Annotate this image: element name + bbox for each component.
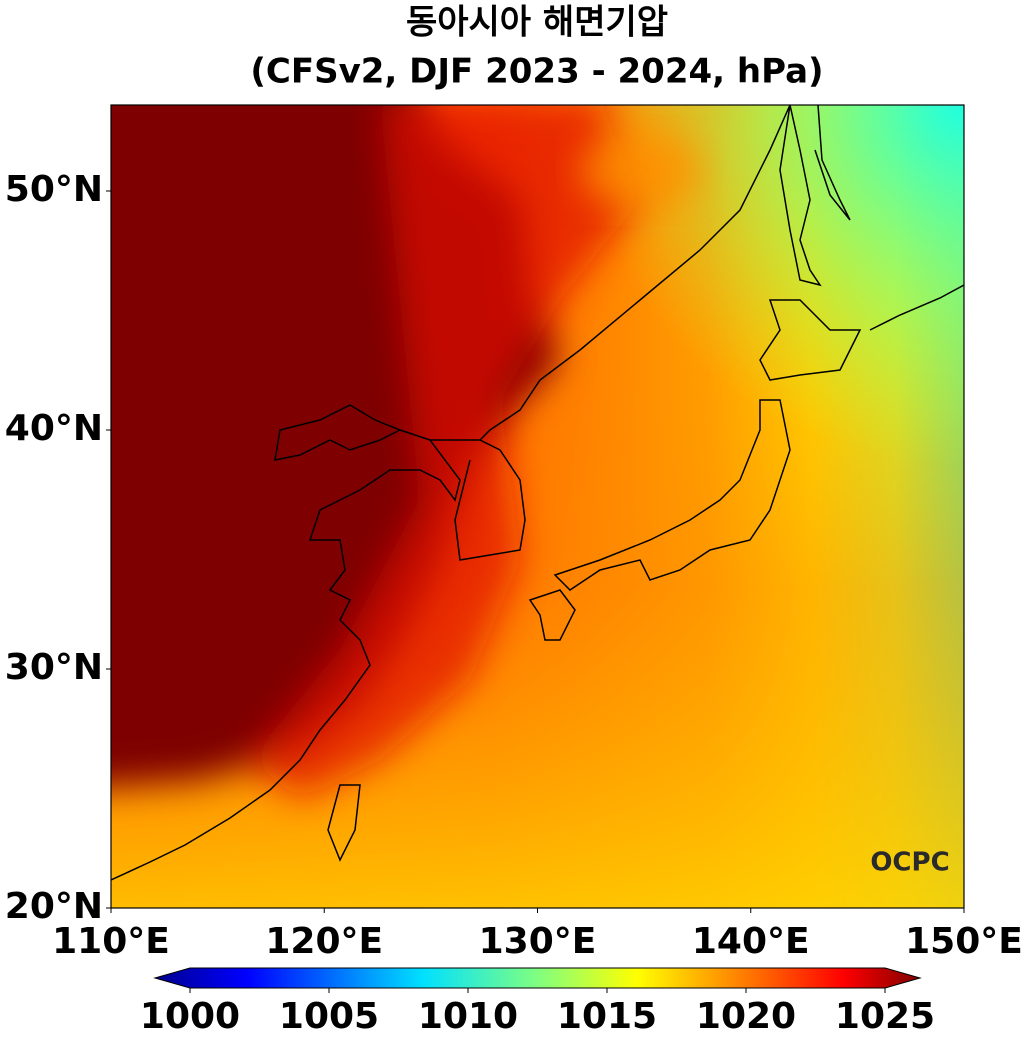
subtitle: (CFSv2, DJF 2023 - 2024, hPa) — [250, 52, 823, 92]
lat-tick-label: 50°N — [5, 169, 103, 210]
colorbar-tick-label: 1010 — [418, 996, 518, 1037]
colorbar-tick-label: 1015 — [557, 996, 657, 1037]
lat-tick-label: 40°N — [5, 408, 103, 449]
lon-tick-label: 120°E — [265, 921, 383, 962]
lon-tick-label: 130°E — [479, 921, 597, 962]
colorbar-tick-label: 1000 — [140, 996, 240, 1037]
logo: OCPC — [870, 848, 949, 878]
lon-tick-label: 140°E — [692, 921, 810, 962]
colorbar-tick-label: 1020 — [696, 996, 796, 1037]
title: 동아시아 해면기압 — [406, 3, 668, 43]
lon-tick-label: 110°E — [52, 921, 170, 962]
pressure-field — [111, 105, 964, 908]
colorbar-tick-label: 1025 — [835, 996, 935, 1037]
lon-tick-label: 150°E — [905, 921, 1023, 962]
colorbar — [153, 967, 922, 989]
colorbar-tick-label: 1005 — [279, 996, 379, 1037]
lat-tick-label: 30°N — [5, 647, 103, 688]
lat-tick-label: 20°N — [5, 886, 103, 927]
